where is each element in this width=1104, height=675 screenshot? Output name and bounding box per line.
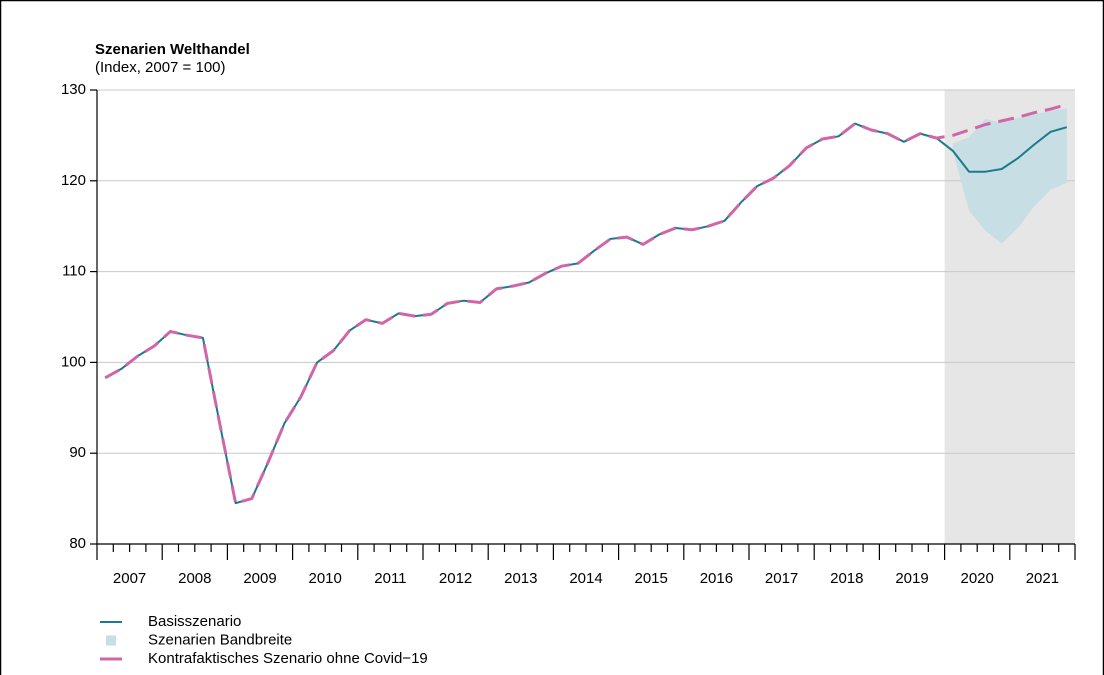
x-tick-label: 2010 — [309, 570, 342, 587]
x-tick-label: 2014 — [569, 570, 602, 587]
x-tick-label: 2007 — [113, 570, 146, 587]
x-tick-label: 2011 — [374, 570, 406, 587]
x-tick-label: 2013 — [504, 570, 537, 587]
chart-title: Szenarien Welthandel — [95, 41, 250, 58]
y-tick-label: 90 — [69, 444, 86, 461]
x-tick-label: 2009 — [243, 570, 276, 587]
legend-swatch — [106, 635, 116, 646]
x-tick-label: 2008 — [178, 570, 211, 587]
x-tick-label: 2021 — [1026, 570, 1059, 587]
x-tick-label: 2012 — [439, 570, 472, 587]
x-tick-label: 2019 — [895, 570, 928, 587]
chart-subtitle: (Index, 2007 = 100) — [95, 59, 226, 76]
x-tick-label: 2018 — [830, 570, 863, 587]
legend-label: Basisszenario — [148, 613, 241, 630]
legend-label: Kontrafaktisches Szenario ohne Covid−19 — [148, 650, 428, 667]
counterfactual-line — [104, 103, 1068, 505]
x-tick-label: 2016 — [700, 570, 733, 587]
x-tick-label: 2017 — [765, 570, 798, 587]
y-tick-label: 100 — [61, 353, 86, 370]
legend-label: Szenarien Bandbreite — [148, 631, 292, 648]
x-tick-label: 2015 — [635, 570, 668, 587]
x-tick-label: 2020 — [961, 570, 994, 587]
y-tick-label: 80 — [69, 535, 86, 552]
y-tick-label: 110 — [62, 263, 86, 280]
y-tick-label: 120 — [61, 172, 86, 189]
y-tick-label: 130 — [61, 81, 86, 98]
